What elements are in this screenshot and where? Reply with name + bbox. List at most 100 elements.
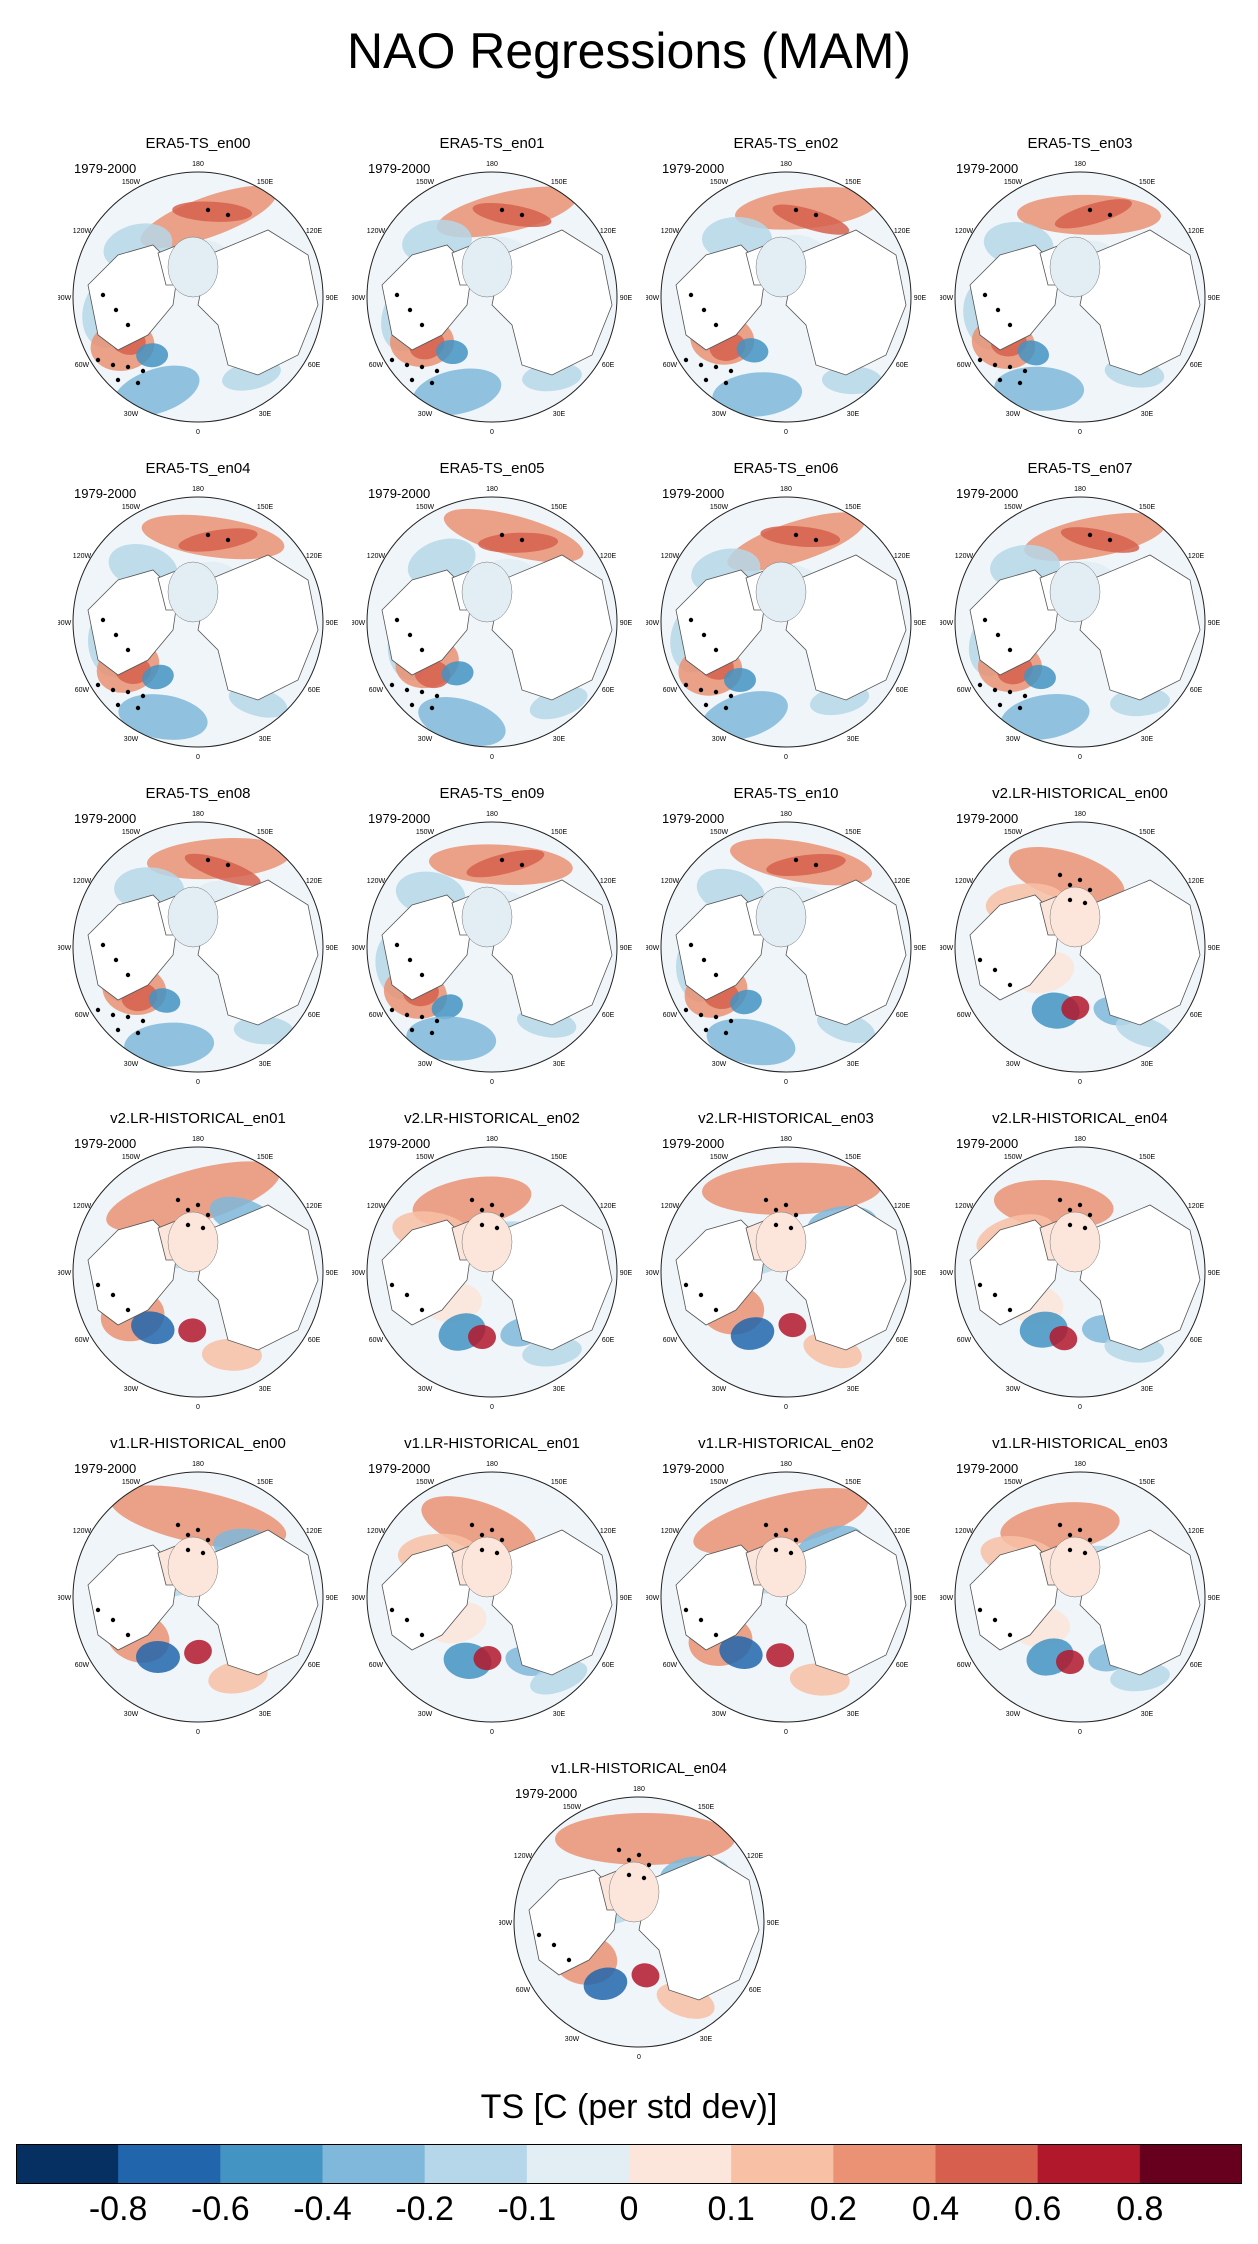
map-panel: 180 150E 120E 90E 60E 30E 0 30W 60W 90W 120W 150W ER… xyxy=(940,460,1220,760)
polar-map: 180 150E 120E 90E 60E 30E 0 30W 60W 90W 120W 150W xyxy=(940,486,1220,760)
lon-label: 90W xyxy=(58,1270,72,1277)
lon-label: 120E xyxy=(600,1528,617,1535)
lon-label: 90E xyxy=(914,1595,926,1602)
lon-label: 150E xyxy=(257,829,274,836)
panel-title: ERA5-TS_en03 xyxy=(1027,135,1133,152)
colorbar-title: TS [C (per std dev)] xyxy=(480,2088,778,2126)
lon-label: 60E xyxy=(602,687,615,694)
lon-label: 0 xyxy=(490,754,494,760)
lon-label: 150W xyxy=(122,1154,141,1161)
lon-label: 30E xyxy=(259,736,272,743)
lon-label: 90E xyxy=(767,1920,779,1927)
lon-label: 30E xyxy=(847,1061,860,1068)
lon-label: 60E xyxy=(602,1662,615,1669)
lon-label: 60W xyxy=(75,1337,90,1344)
lon-label: 180 xyxy=(1074,1461,1086,1468)
lon-label: 120E xyxy=(1188,1203,1205,1210)
lon-label: 150E xyxy=(1139,504,1156,511)
panel-period: 1979-2000 xyxy=(74,1461,137,1476)
lon-label: 90W xyxy=(646,1270,660,1277)
lon-label: 150E xyxy=(1139,1479,1156,1486)
lon-label: 150W xyxy=(416,1154,435,1161)
panel-title: v1.LR-HISTORICAL_en03 xyxy=(992,1435,1168,1452)
lon-label: 120W xyxy=(73,878,92,885)
lon-label: 30E xyxy=(847,736,860,743)
polar-map: 180 150E 120E 90E 60E 30E 0 30W 60W 90W 120W 150W xyxy=(352,161,632,435)
lon-label: 60E xyxy=(896,1012,909,1019)
lon-label: 120W xyxy=(514,1853,533,1860)
lon-label: 30W xyxy=(124,1061,139,1068)
lon-label: 30E xyxy=(553,1711,566,1718)
lon-label: 30E xyxy=(553,411,566,418)
lon-label: 120W xyxy=(73,228,92,235)
lon-label: 90E xyxy=(914,620,926,627)
polar-map: 180 150E 120E 90E 60E 30E 0 30W 60W 90W 120W 150W xyxy=(352,1461,632,1735)
lon-label: 150E xyxy=(845,179,862,186)
lon-label: 90W xyxy=(940,1595,954,1602)
lon-label: 120E xyxy=(1188,228,1205,235)
lon-label: 150E xyxy=(845,1154,862,1161)
colorbar-tick-label: 0.4 xyxy=(911,2190,960,2228)
lon-label: 0 xyxy=(1078,754,1082,760)
lon-label: 30W xyxy=(565,2036,580,2043)
lon-label: 120E xyxy=(306,553,323,560)
lon-label: 120W xyxy=(73,553,92,560)
lon-label: 150E xyxy=(551,829,568,836)
lon-label: 60W xyxy=(663,1662,678,1669)
lon-label: 120W xyxy=(661,1203,680,1210)
panel-title: v2.LR-HISTORICAL_en03 xyxy=(698,1110,874,1127)
lon-label: 180 xyxy=(486,1461,498,1468)
map-panel: 180 150E 120E 90E 60E 30E 0 30W 60W 90W 120W 150W v1… xyxy=(646,1435,926,1735)
panel-title: ERA5-TS_en08 xyxy=(145,785,251,802)
lon-label: 60E xyxy=(308,1337,321,1344)
lon-label: 30E xyxy=(847,1386,860,1393)
colorbar-swatch xyxy=(731,2144,834,2184)
lon-label: 30W xyxy=(418,411,433,418)
lon-label: 120E xyxy=(306,878,323,885)
panel-period: 1979-2000 xyxy=(368,486,431,501)
lon-label: 150E xyxy=(257,179,274,186)
colorbar-tick-label: 0.8 xyxy=(1116,2190,1164,2228)
lon-label: 60E xyxy=(1190,687,1203,694)
panel-grid: 180 150E 120E 90E 60E 30E 0 30W 60W 90W 120W 150W ER… xyxy=(58,135,1220,2060)
map-panel: 180 150E 120E 90E 60E 30E 0 30W 60W 90W 120W 150W ER… xyxy=(352,135,632,435)
lon-label: 180 xyxy=(486,161,498,168)
lon-label: 180 xyxy=(192,811,204,818)
page-title: NAO Regressions (MAM) xyxy=(347,23,911,79)
lon-label: 120E xyxy=(894,553,911,560)
lon-label: 90W xyxy=(58,620,72,627)
lon-label: 150E xyxy=(551,1479,568,1486)
lon-label: 30E xyxy=(1141,1386,1154,1393)
lon-label: 30W xyxy=(124,736,139,743)
panel-title: v2.LR-HISTORICAL_en00 xyxy=(992,785,1168,802)
panel-title: ERA5-TS_en06 xyxy=(733,460,839,477)
panel-title: v1.LR-HISTORICAL_en01 xyxy=(404,1435,580,1452)
lon-label: 150E xyxy=(845,1479,862,1486)
colorbar-swatch xyxy=(118,2144,221,2184)
lon-label: 60W xyxy=(957,687,972,694)
lon-label: 120E xyxy=(600,553,617,560)
lon-label: 30E xyxy=(553,1061,566,1068)
panel-title: ERA5-TS_en09 xyxy=(439,785,545,802)
lon-label: 150E xyxy=(257,504,274,511)
lon-label: 30W xyxy=(712,1711,727,1718)
lon-label: 120W xyxy=(955,1203,974,1210)
lon-label: 150W xyxy=(710,1479,729,1486)
lon-label: 120E xyxy=(600,878,617,885)
lon-label: 30E xyxy=(1141,736,1154,743)
polar-map: 180 150E 120E 90E 60E 30E 0 30W 60W 90W 120W 150W xyxy=(646,486,926,760)
colorbar-tick-label: 0 xyxy=(619,2190,639,2228)
map-panel: 180 150E 120E 90E 60E 30E 0 30W 60W 90W 120W 150W ER… xyxy=(58,460,338,760)
panel-title: v1.LR-HISTORICAL_en00 xyxy=(110,1435,286,1452)
lon-label: 60E xyxy=(896,1337,909,1344)
lon-label: 120E xyxy=(306,1528,323,1535)
lon-label: 180 xyxy=(633,1786,645,1793)
lon-label: 60E xyxy=(1190,1337,1203,1344)
lon-label: 90E xyxy=(1208,1595,1220,1602)
lon-label: 90E xyxy=(1208,295,1220,302)
lon-label: 60E xyxy=(308,362,321,369)
lon-label: 180 xyxy=(1074,486,1086,493)
lon-label: 90E xyxy=(620,620,632,627)
lon-label: 90W xyxy=(646,620,660,627)
lon-label: 180 xyxy=(780,486,792,493)
